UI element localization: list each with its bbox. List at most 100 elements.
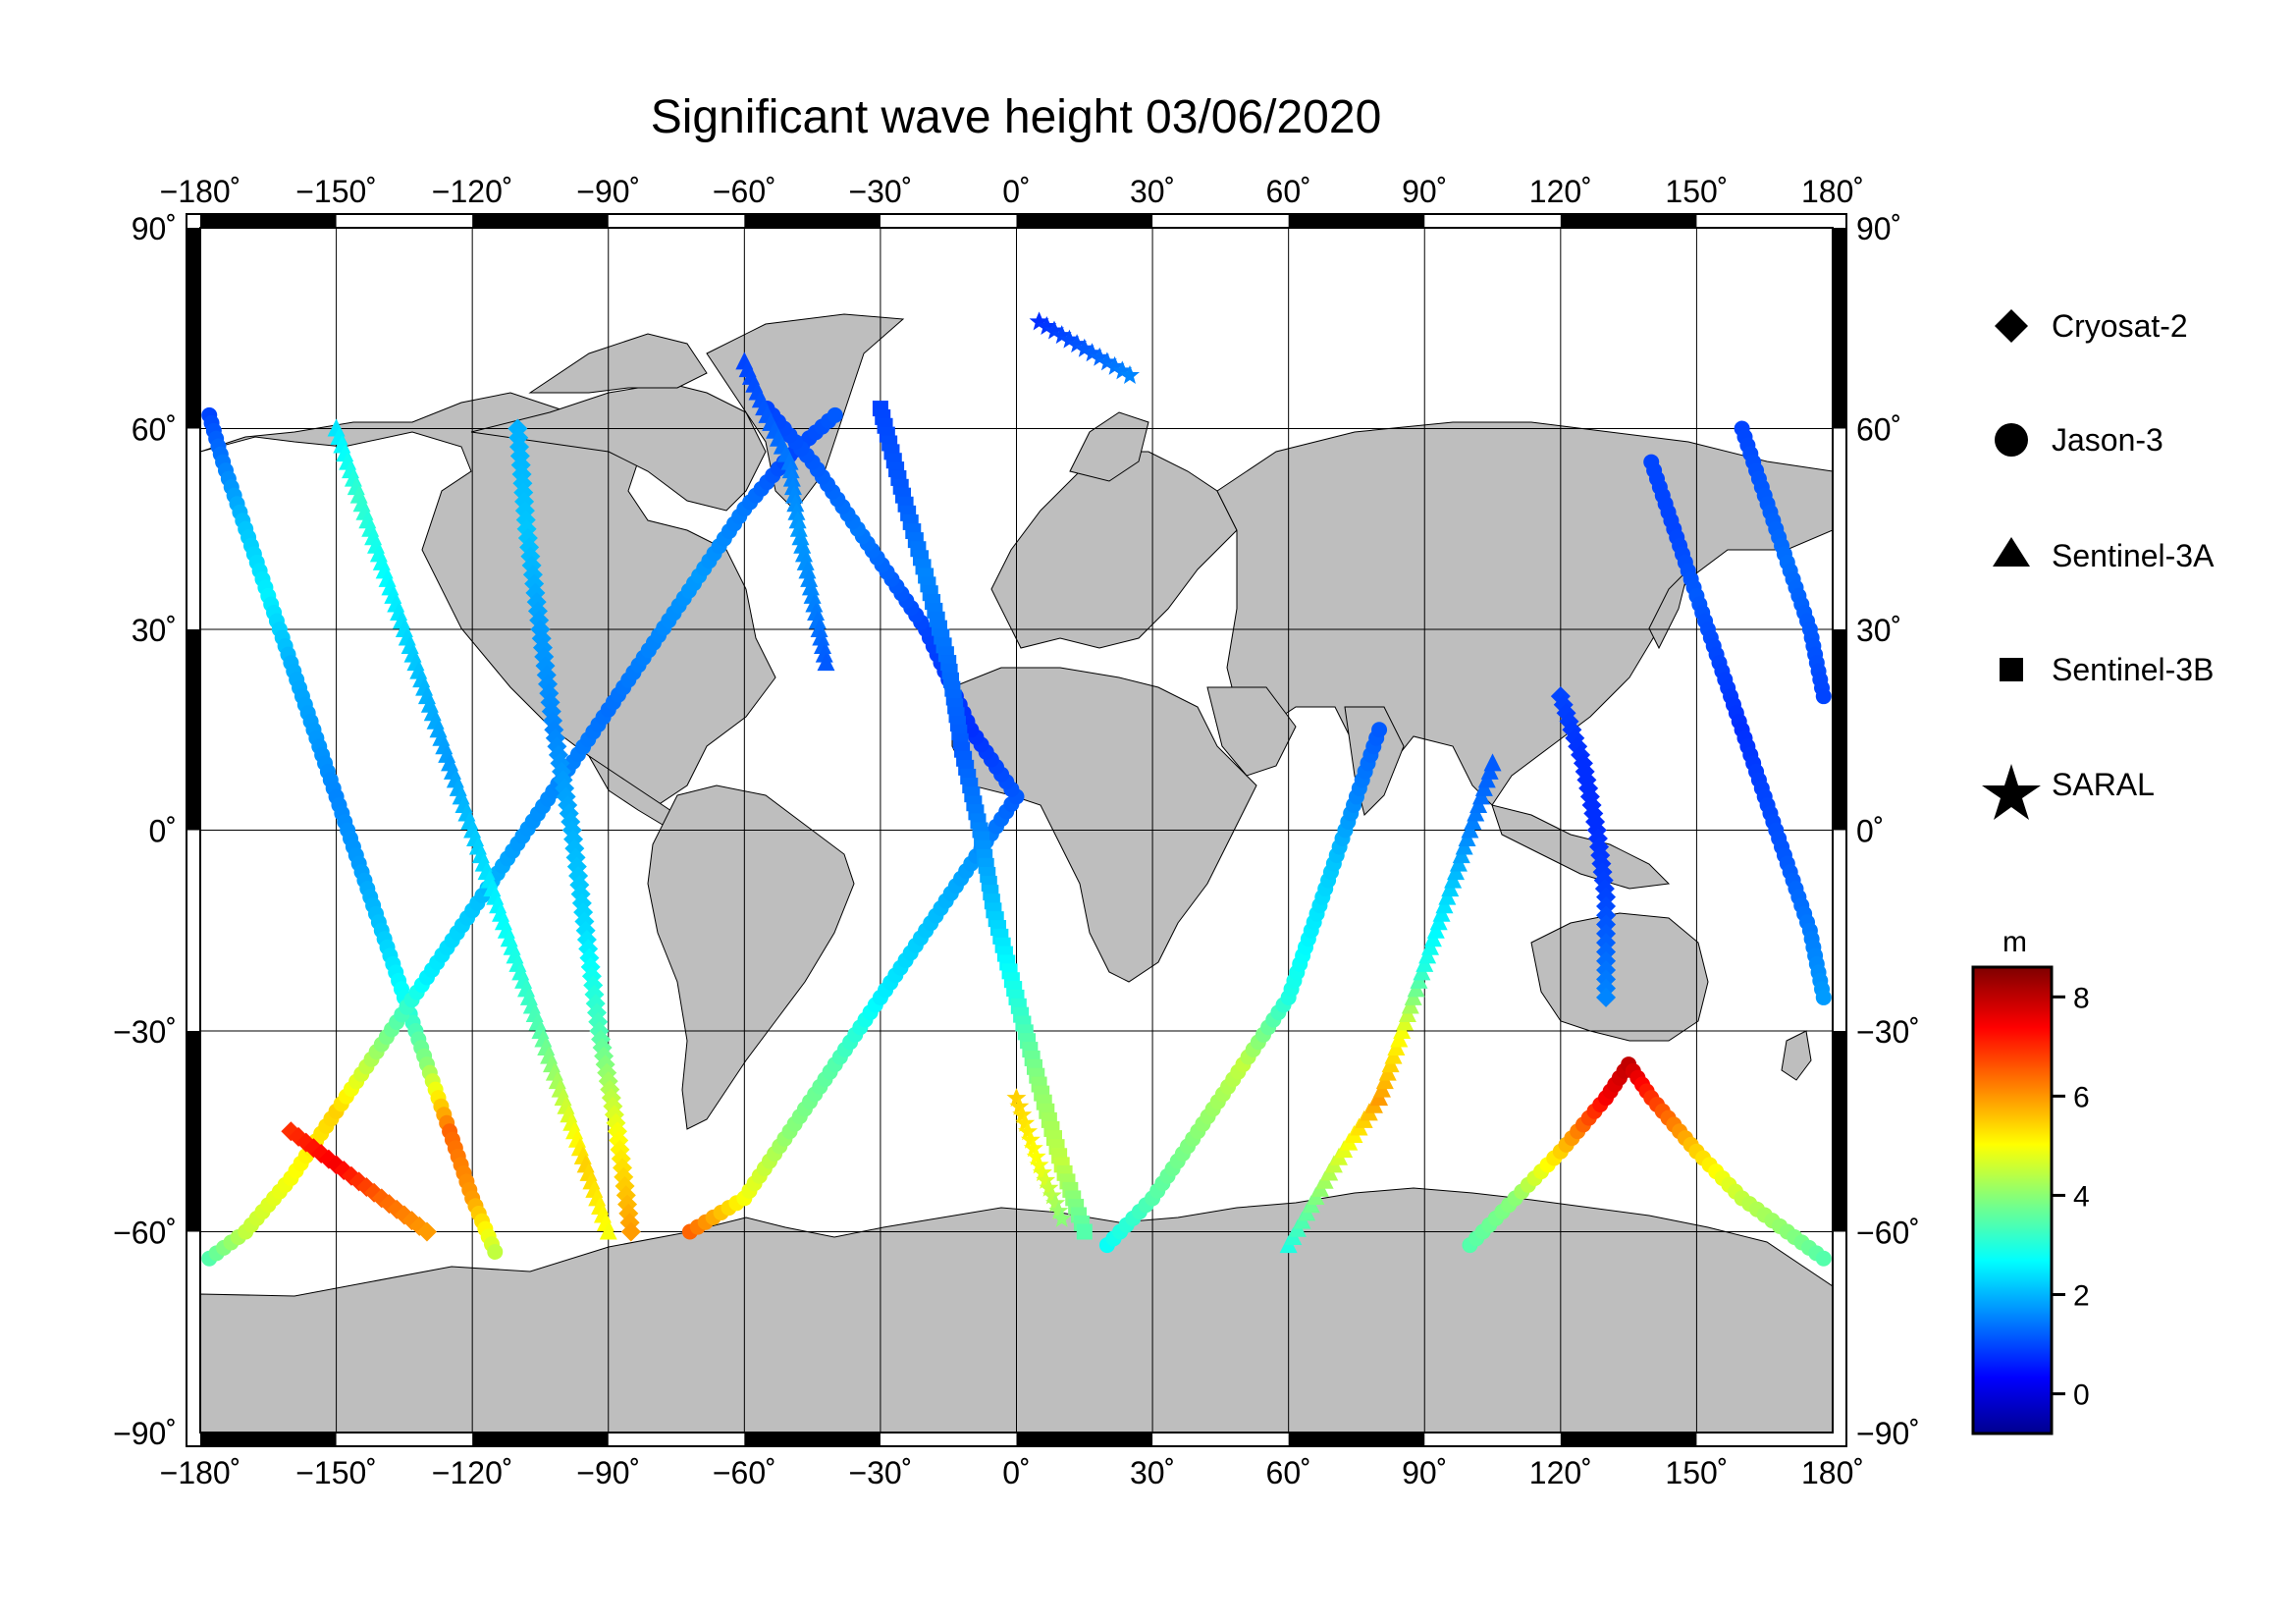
- legend-label: Jason-3: [2052, 422, 2163, 458]
- lon-tick-label-bottom: 0˚: [1002, 1455, 1030, 1490]
- frame-tick-bar: [472, 214, 609, 228]
- frame-tick-bar: [1288, 214, 1425, 228]
- track-saral: [1006, 1088, 1072, 1227]
- swh-point: [801, 577, 820, 596]
- colorbar-ticks: 8 6 4 2 0: [2052, 982, 2090, 1412]
- lat-tick-label-left: 60˚: [132, 412, 177, 448]
- swh-point: [827, 406, 843, 423]
- lon-tick-label-top: −150˚: [295, 174, 377, 209]
- lat-tick-label-left: 30˚: [132, 613, 177, 648]
- lon-tick-label-top: 30˚: [1130, 174, 1175, 209]
- frame-tick-bar: [187, 629, 200, 831]
- track-sentinel-3a: [1279, 753, 1502, 1254]
- legend-item-jason-3: Jason-3: [1995, 422, 2163, 458]
- frame-tick-bar: [1833, 629, 1846, 831]
- swh-point: [1483, 753, 1502, 772]
- swh-point: [1815, 1250, 1832, 1267]
- swh-point: [798, 561, 817, 579]
- lat-tick-label-right: 90˚: [1856, 211, 1901, 246]
- frame-tick-bar: [744, 1433, 881, 1446]
- swh-point: [1076, 1223, 1093, 1240]
- swh-point: [1018, 1121, 1039, 1141]
- swh-point: [1039, 1177, 1059, 1197]
- swh-point: [782, 468, 801, 487]
- map-frame: [186, 213, 1847, 1447]
- swh-point: [1051, 1208, 1072, 1227]
- swh-point: [812, 627, 830, 646]
- lon-tick-label-top: 60˚: [1266, 174, 1311, 209]
- track-cryosat-2: [507, 418, 641, 1242]
- colorbar-unit-label: m: [2002, 926, 2027, 958]
- lon-tick-label-bottom: −90˚: [576, 1455, 640, 1490]
- land-africa: [951, 667, 1257, 983]
- lon-tick-label-bottom: 90˚: [1402, 1455, 1447, 1490]
- swh-point: [1112, 360, 1133, 380]
- colorbar-tick-label: 6: [2073, 1081, 2090, 1113]
- swh-point: [1020, 1129, 1041, 1149]
- swh-point: [1015, 1112, 1036, 1132]
- swh-point: [1596, 987, 1617, 1007]
- lon-tick-label-bottom: 60˚: [1266, 1455, 1311, 1490]
- lon-tick-label-bottom: −30˚: [848, 1455, 912, 1490]
- lon-tick-label-bottom: −150˚: [295, 1455, 377, 1490]
- track-cryosat-2: [1550, 686, 1617, 1007]
- lon-tick-label-top: −120˚: [432, 174, 513, 209]
- lat-tick-label-right: 0˚: [1856, 814, 1884, 849]
- star-marker-icon: [1982, 764, 2041, 820]
- page-title: Significant wave height 03/06/2020: [650, 91, 1382, 143]
- land-japan: [1648, 568, 1689, 650]
- swh-point: [1041, 1185, 1062, 1205]
- swh-point: [1090, 347, 1110, 366]
- swh-point: [803, 585, 822, 604]
- swh-point: [793, 535, 812, 554]
- lat-tick-label-left: −60˚: [113, 1216, 177, 1251]
- swh-point: [815, 644, 833, 663]
- frame-tick-bar: [472, 1433, 609, 1446]
- colorbar-tick-label: 8: [2073, 982, 2090, 1014]
- frame-tick-bar: [1833, 1031, 1846, 1232]
- diamond-marker-icon: [1995, 309, 2028, 343]
- swh-point: [1096, 352, 1117, 371]
- swh-point: [807, 602, 826, 621]
- triangle-marker-icon: [1993, 537, 2030, 567]
- circle-marker-icon: [1995, 423, 2028, 457]
- swh-point: [1036, 1169, 1056, 1189]
- lat-tick-label-left: 0˚: [149, 814, 177, 849]
- swh-point: [783, 477, 802, 496]
- lon-tick-label-bottom: 180˚: [1801, 1455, 1864, 1490]
- track-jason-3: [1643, 454, 1832, 1005]
- lon-tick-label-top: −60˚: [713, 174, 776, 209]
- legend-item-saral: SARAL: [1982, 764, 2155, 820]
- legend-label: Sentinel-3B: [2052, 652, 2214, 687]
- frame-tick-bar: [1016, 1433, 1153, 1446]
- lat-tick-label-left: 90˚: [132, 211, 177, 246]
- lon-tick-label-top: −180˚: [160, 174, 241, 209]
- lon-tick-label-bottom: 30˚: [1130, 1455, 1175, 1490]
- track-cryosat-2: [281, 1121, 437, 1242]
- colorbar-tick-label: 0: [2073, 1380, 2090, 1412]
- legend-item-sentinel-3a: Sentinel-3A: [1993, 537, 2215, 573]
- lon-tick-label-top: 180˚: [1801, 174, 1864, 209]
- frame-tick-bar: [200, 1433, 337, 1446]
- swh-point: [1026, 1146, 1046, 1165]
- swh-point: [791, 527, 810, 546]
- swh-point: [780, 452, 799, 470]
- swh-point: [796, 552, 815, 570]
- track-jason-3: [201, 406, 504, 1260]
- frame-tick-bar: [200, 214, 337, 228]
- legend-label: SARAL: [2052, 767, 2155, 802]
- land-scandinavia: [1069, 411, 1149, 482]
- swh-point: [1029, 1155, 1049, 1174]
- track-jason-3: [1098, 722, 1388, 1254]
- frame-tick-bar: [187, 228, 200, 429]
- colorbar-tick-label: 2: [2073, 1280, 2090, 1313]
- track-sentinel-3b: [872, 401, 1093, 1240]
- legend-label: Sentinel-3A: [2052, 538, 2215, 573]
- track-jason-3: [1462, 1056, 1832, 1267]
- swh-point: [1043, 320, 1064, 340]
- swh-point: [1006, 1088, 1027, 1108]
- frame-tick-bar: [187, 1031, 200, 1232]
- lon-tick-label-bottom: −120˚: [432, 1455, 513, 1490]
- swh-point: [1815, 688, 1832, 705]
